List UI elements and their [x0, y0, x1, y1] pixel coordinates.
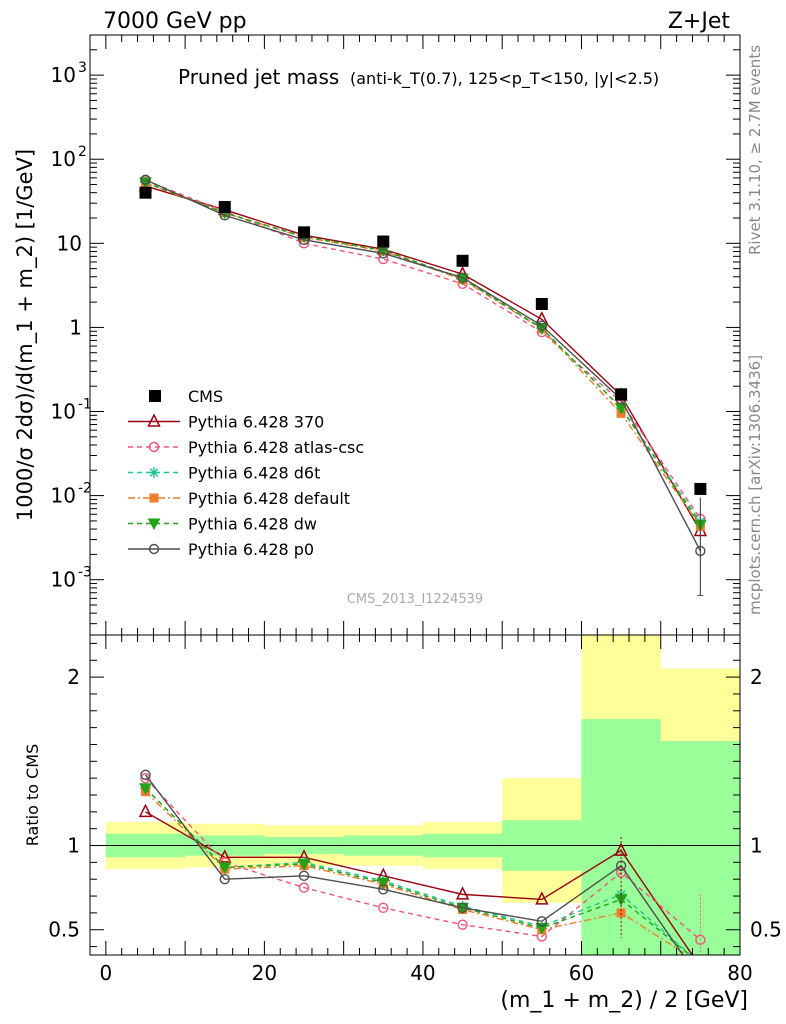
- ratio-marker-5-1: [219, 874, 230, 885]
- ratio-ylabel: Ratio to CMS: [23, 744, 42, 846]
- ratio-ytick-label-r-1: 1: [750, 834, 763, 858]
- legend-marker-4: [147, 518, 161, 531]
- xtick-label-2: 40: [410, 961, 435, 985]
- xtick-label-4: 80: [727, 961, 752, 985]
- ratio-ytick-label-r-0: 0.5: [750, 918, 782, 942]
- xtick-label-0: 0: [99, 961, 112, 985]
- ratio-marker-5-5: [536, 916, 548, 927]
- data-point-3: [377, 235, 390, 248]
- ytick-label-2: 10: [51, 400, 76, 424]
- series-marker-5-5: [536, 320, 548, 331]
- series-marker-5-4: [457, 272, 468, 283]
- ytick-exp-5: 2: [78, 144, 87, 160]
- legend-marker-1: [148, 441, 160, 453]
- data-point-7: [694, 482, 707, 495]
- legend-label-5: Pythia 6.428 p0: [188, 540, 314, 559]
- ytick-exp-6: 3: [78, 60, 87, 76]
- ratio-marker-4-0: [139, 783, 152, 795]
- ytick-exp-1: -2: [78, 481, 92, 497]
- legend-marker-2: [148, 467, 160, 478]
- ratio-marker-1-2: [298, 882, 310, 893]
- ratio-marker-1-3: [378, 902, 389, 914]
- ytick-label-5: 10: [51, 147, 76, 171]
- ratio-series-4: [139, 783, 692, 955]
- xtick-label-1: 20: [252, 961, 277, 985]
- ratio-marker-4-2: [297, 859, 311, 871]
- ytick-label-3: 1: [69, 315, 82, 339]
- energy-label: 7000 GeV pp: [103, 9, 247, 34]
- xaxis-label: (m_1 + m_2) / 2 [GeV]: [500, 988, 748, 1013]
- data-point-0: [139, 186, 152, 199]
- legend-label-cms: CMS: [188, 387, 223, 406]
- data-point-1: [218, 201, 231, 214]
- ratio-plot: 0.5 0.5 1 1 2 2 0 20 40 60 80 Ratio to CMS (m_1 +…: [23, 634, 782, 1013]
- ratio-marker-3-6: [616, 908, 626, 918]
- band-inner-6: [581, 719, 661, 955]
- ratio-marker-5-0: [140, 769, 151, 780]
- data-point-2: [298, 226, 311, 239]
- series-line-4: [145, 181, 701, 526]
- ratio-ytick-label-2: 2: [67, 665, 80, 689]
- ytick-label-4: 10: [57, 231, 82, 255]
- ratio-ytick-label-0: 0.5: [48, 918, 80, 942]
- legend-label-1: Pythia 6.428 atlas-csc: [188, 438, 364, 457]
- ratio-marker-0-5: [535, 891, 549, 905]
- ratio-line-3: [144, 791, 689, 955]
- legend: CMS Pythia 6.428 370 Pythia 6.428 atlas-cs…: [128, 387, 364, 559]
- xtick-label-3: 60: [569, 961, 594, 985]
- ratio-marker-0-4: [455, 886, 470, 900]
- legend-marker-cms: [149, 390, 161, 402]
- main-title: Pruned jet mass: [178, 65, 339, 89]
- ratio-line-1: [144, 777, 701, 941]
- legend-label-3: Pythia 6.428 default: [188, 489, 350, 508]
- ratio-line-4: [144, 787, 692, 955]
- series-line-1: [145, 179, 701, 520]
- legend-label-0: Pythia 6.428 370: [188, 413, 324, 432]
- ratio-series-group: [138, 769, 706, 955]
- ytick-label-1: 10: [51, 484, 76, 508]
- ratio-marker-0-1: [218, 849, 232, 863]
- legend-label-4: Pythia 6.428 dw: [188, 515, 317, 534]
- ratio-marker-4-3: [376, 877, 390, 890]
- ratio-marker-1-0: [140, 772, 151, 784]
- watermark: CMS_2013_I1224539: [347, 592, 483, 607]
- main-ylabel: 1000/σ 2dσ)/d(m_1 + m_2) [1/GeV]: [13, 149, 38, 521]
- ratio-line-5: [144, 774, 684, 955]
- ratio-marker-0-0: [138, 803, 153, 818]
- ytick-label-0: 10: [51, 568, 76, 592]
- ratio-marker-5-4: [457, 902, 468, 914]
- main-subtitle: (anti-k_T(0.7), 125<p_T<150, |y|<2.5): [350, 69, 659, 89]
- series-line-0: [145, 185, 701, 532]
- data-point-4: [456, 254, 469, 267]
- ratio-marker-1-4: [457, 919, 468, 930]
- ytick-exp-2: -1: [78, 397, 92, 413]
- ratio-marker-5-3: [378, 884, 389, 895]
- series-line-5: [145, 179, 701, 552]
- ratio-marker-4-5: [535, 923, 549, 935]
- ratio-ytick-label-1: 1: [67, 834, 80, 858]
- ytick-exp-0: -3: [78, 565, 92, 581]
- legend-label-2: Pythia 6.428 d6t: [188, 464, 320, 483]
- data-point-5: [535, 297, 548, 310]
- series-marker-5-3: [378, 248, 389, 259]
- legend-marker-3: [149, 493, 159, 503]
- ratio-ytick-label-r-2: 2: [750, 665, 763, 689]
- ytick-label-6: 10: [51, 63, 76, 87]
- data-point-6: [615, 388, 628, 401]
- ratio-line-0: [145, 811, 694, 955]
- mcplots-label: mcplots.cern.ch [arXiv:1306.3436]: [746, 355, 764, 615]
- series-marker-5-0: [140, 174, 151, 185]
- ratio-marker-4-1: [218, 862, 232, 874]
- process-label: Z+Jet: [668, 9, 731, 34]
- ratio-marker-5-2: [298, 870, 310, 882]
- rivet-label: Rivet 3.1.10, ≥ 2.7M events: [746, 45, 764, 255]
- legend-marker-5: [148, 543, 160, 555]
- series-marker-0-5: [535, 311, 549, 325]
- legend-marker-0: [147, 413, 161, 427]
